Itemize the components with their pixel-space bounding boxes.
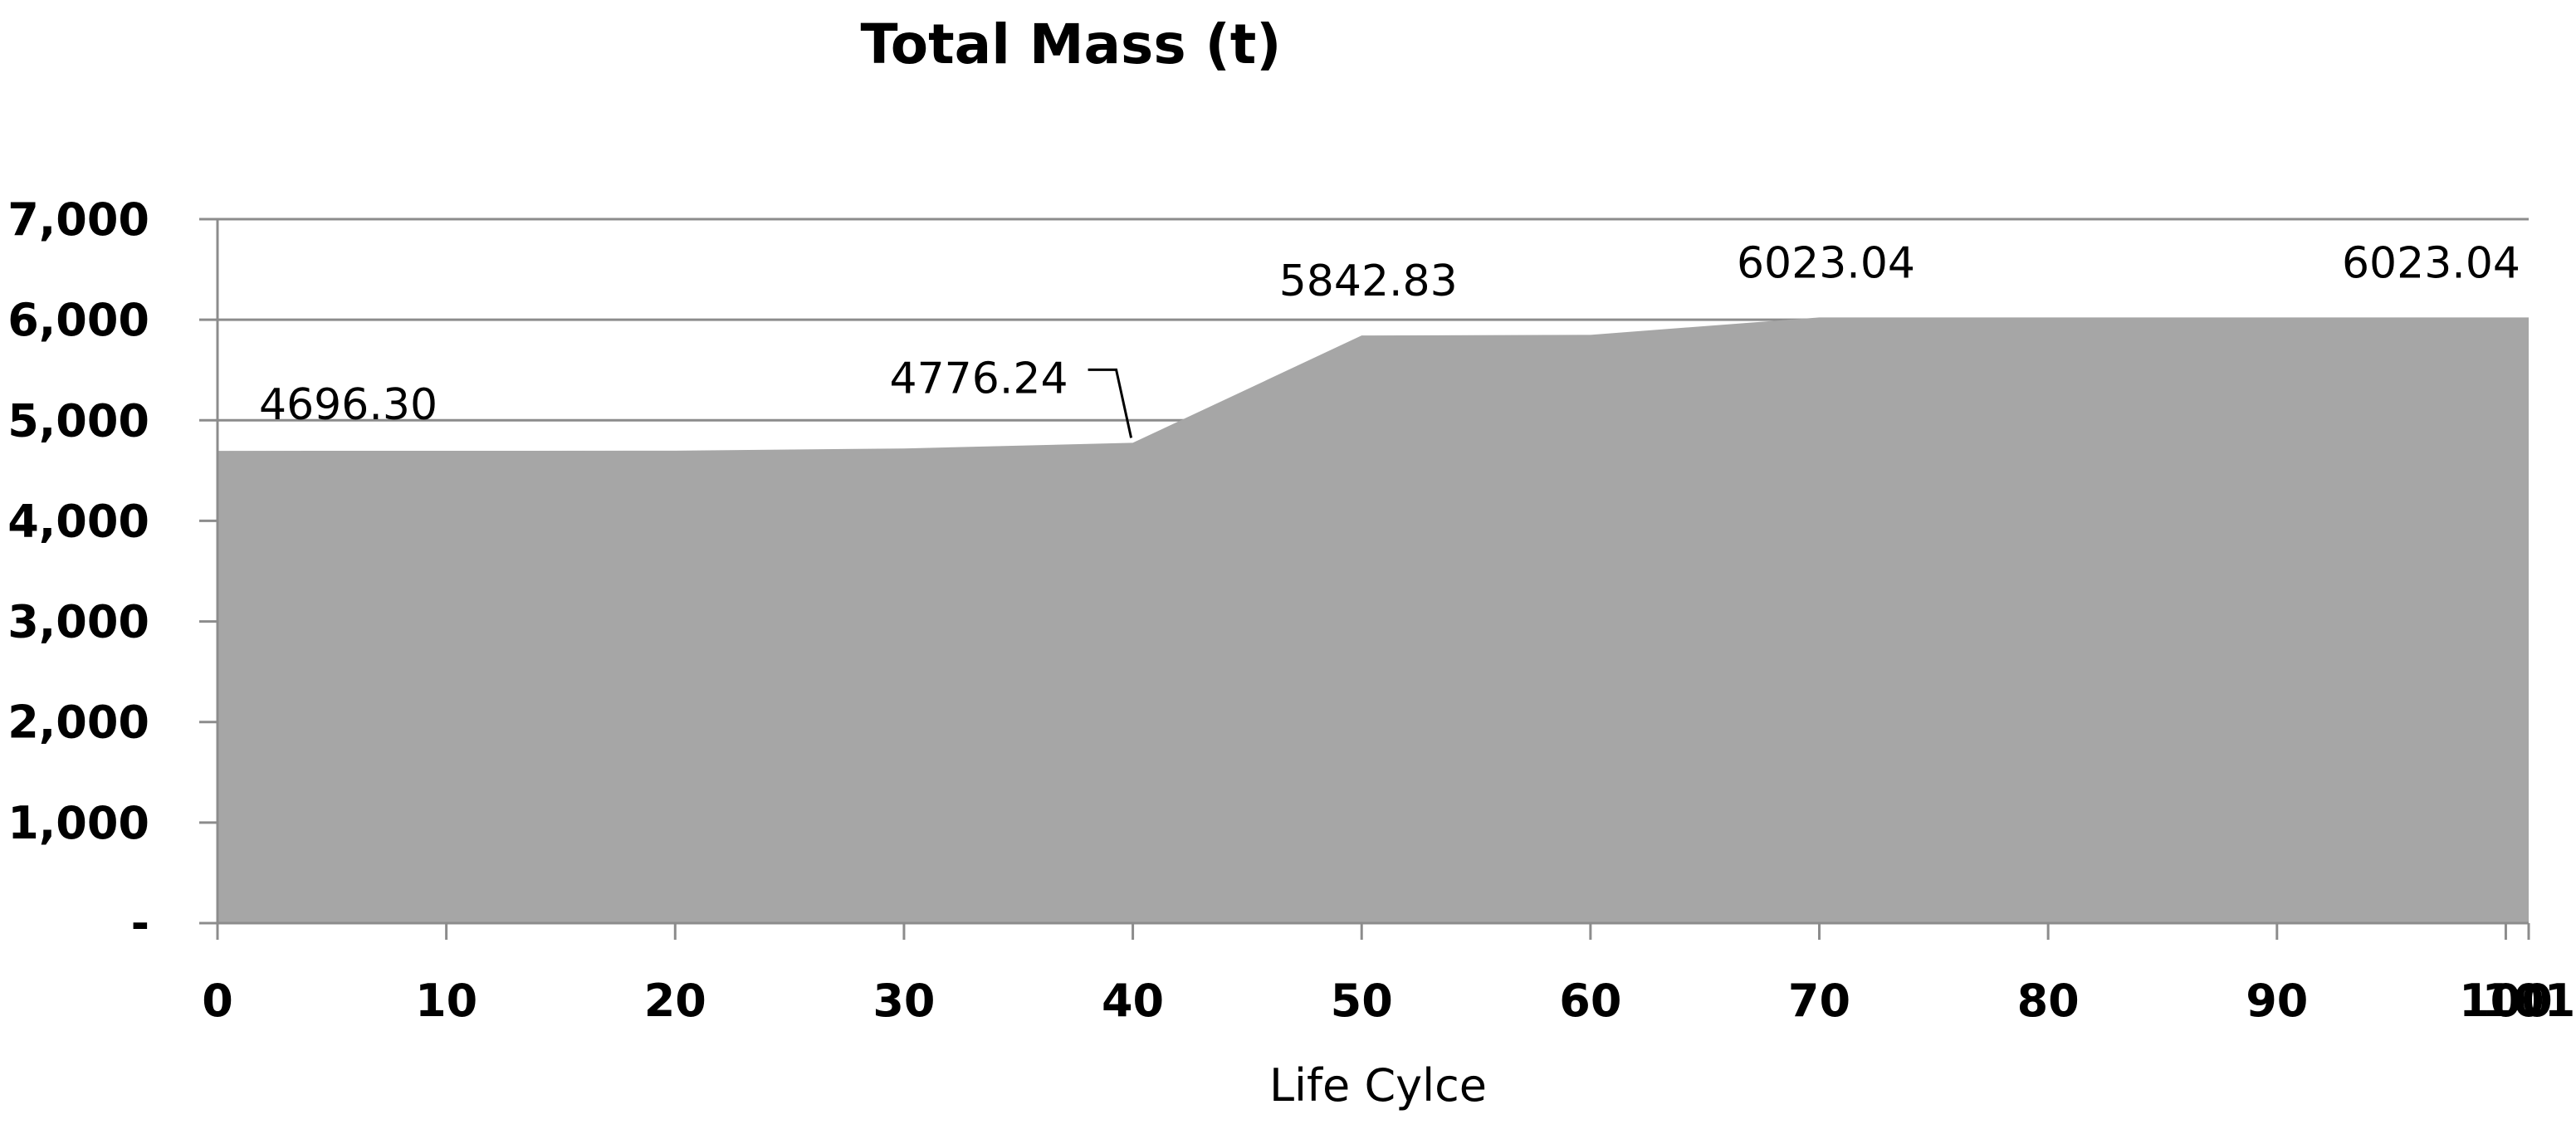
axes [199,219,2529,925]
data-label-5: 5842.83 [1279,257,1458,306]
x-tick-label-50: 50 [1331,975,1393,1027]
data-label-11: 6023.04 [2342,238,2520,288]
y-tick-label-6000: 6,000 [7,294,149,346]
data-label-0: 4696.30 [259,380,437,430]
y-tick-label-0: - [131,897,149,950]
x-tick-label-70: 70 [1788,975,1850,1027]
y-tick-label-5000: 5,000 [7,394,149,447]
area-total-mass [218,317,2529,924]
data-label-leader-line [1088,368,1133,438]
y-axis-ticks: - 1,000 2,000 3,000 4,000 5,000 6,000 7,000 [7,193,149,950]
y-tick-label-1000: 1,000 [7,797,149,849]
x-axis-label: Life Cylce [1269,1059,1487,1112]
data-labels: 4696.30 4776.24 5842.83 6023.04 6023.04 [259,238,2520,438]
x-tick-label-40: 40 [1102,975,1164,1027]
x-tick-label-100: 100 [2459,975,2553,1027]
area-series [218,317,2529,924]
x-tick-label-101: 101 [2482,975,2576,1027]
data-label-7: 6023.04 [1737,238,1915,288]
y-tick-label-4000: 4,000 [7,495,149,547]
y-tick-label-2000: 2,000 [7,697,149,749]
chart-title: Total Mass (t) [861,12,1282,76]
y-tick-label-3000: 3,000 [7,596,149,648]
x-tick-label-0: 0 [202,975,233,1027]
y-tick-label-7000: 7,000 [7,193,149,246]
x-tick-label-60: 60 [1559,975,1621,1027]
x-tick-label-20: 20 [644,975,706,1027]
data-label-4: 4776.24 [890,354,1068,403]
x-tick-label-30: 30 [873,975,935,1027]
x-tick-label-90: 90 [2246,975,2308,1027]
x-tick-label-10: 10 [415,975,477,1027]
x-tick-label-80: 80 [2017,975,2080,1027]
